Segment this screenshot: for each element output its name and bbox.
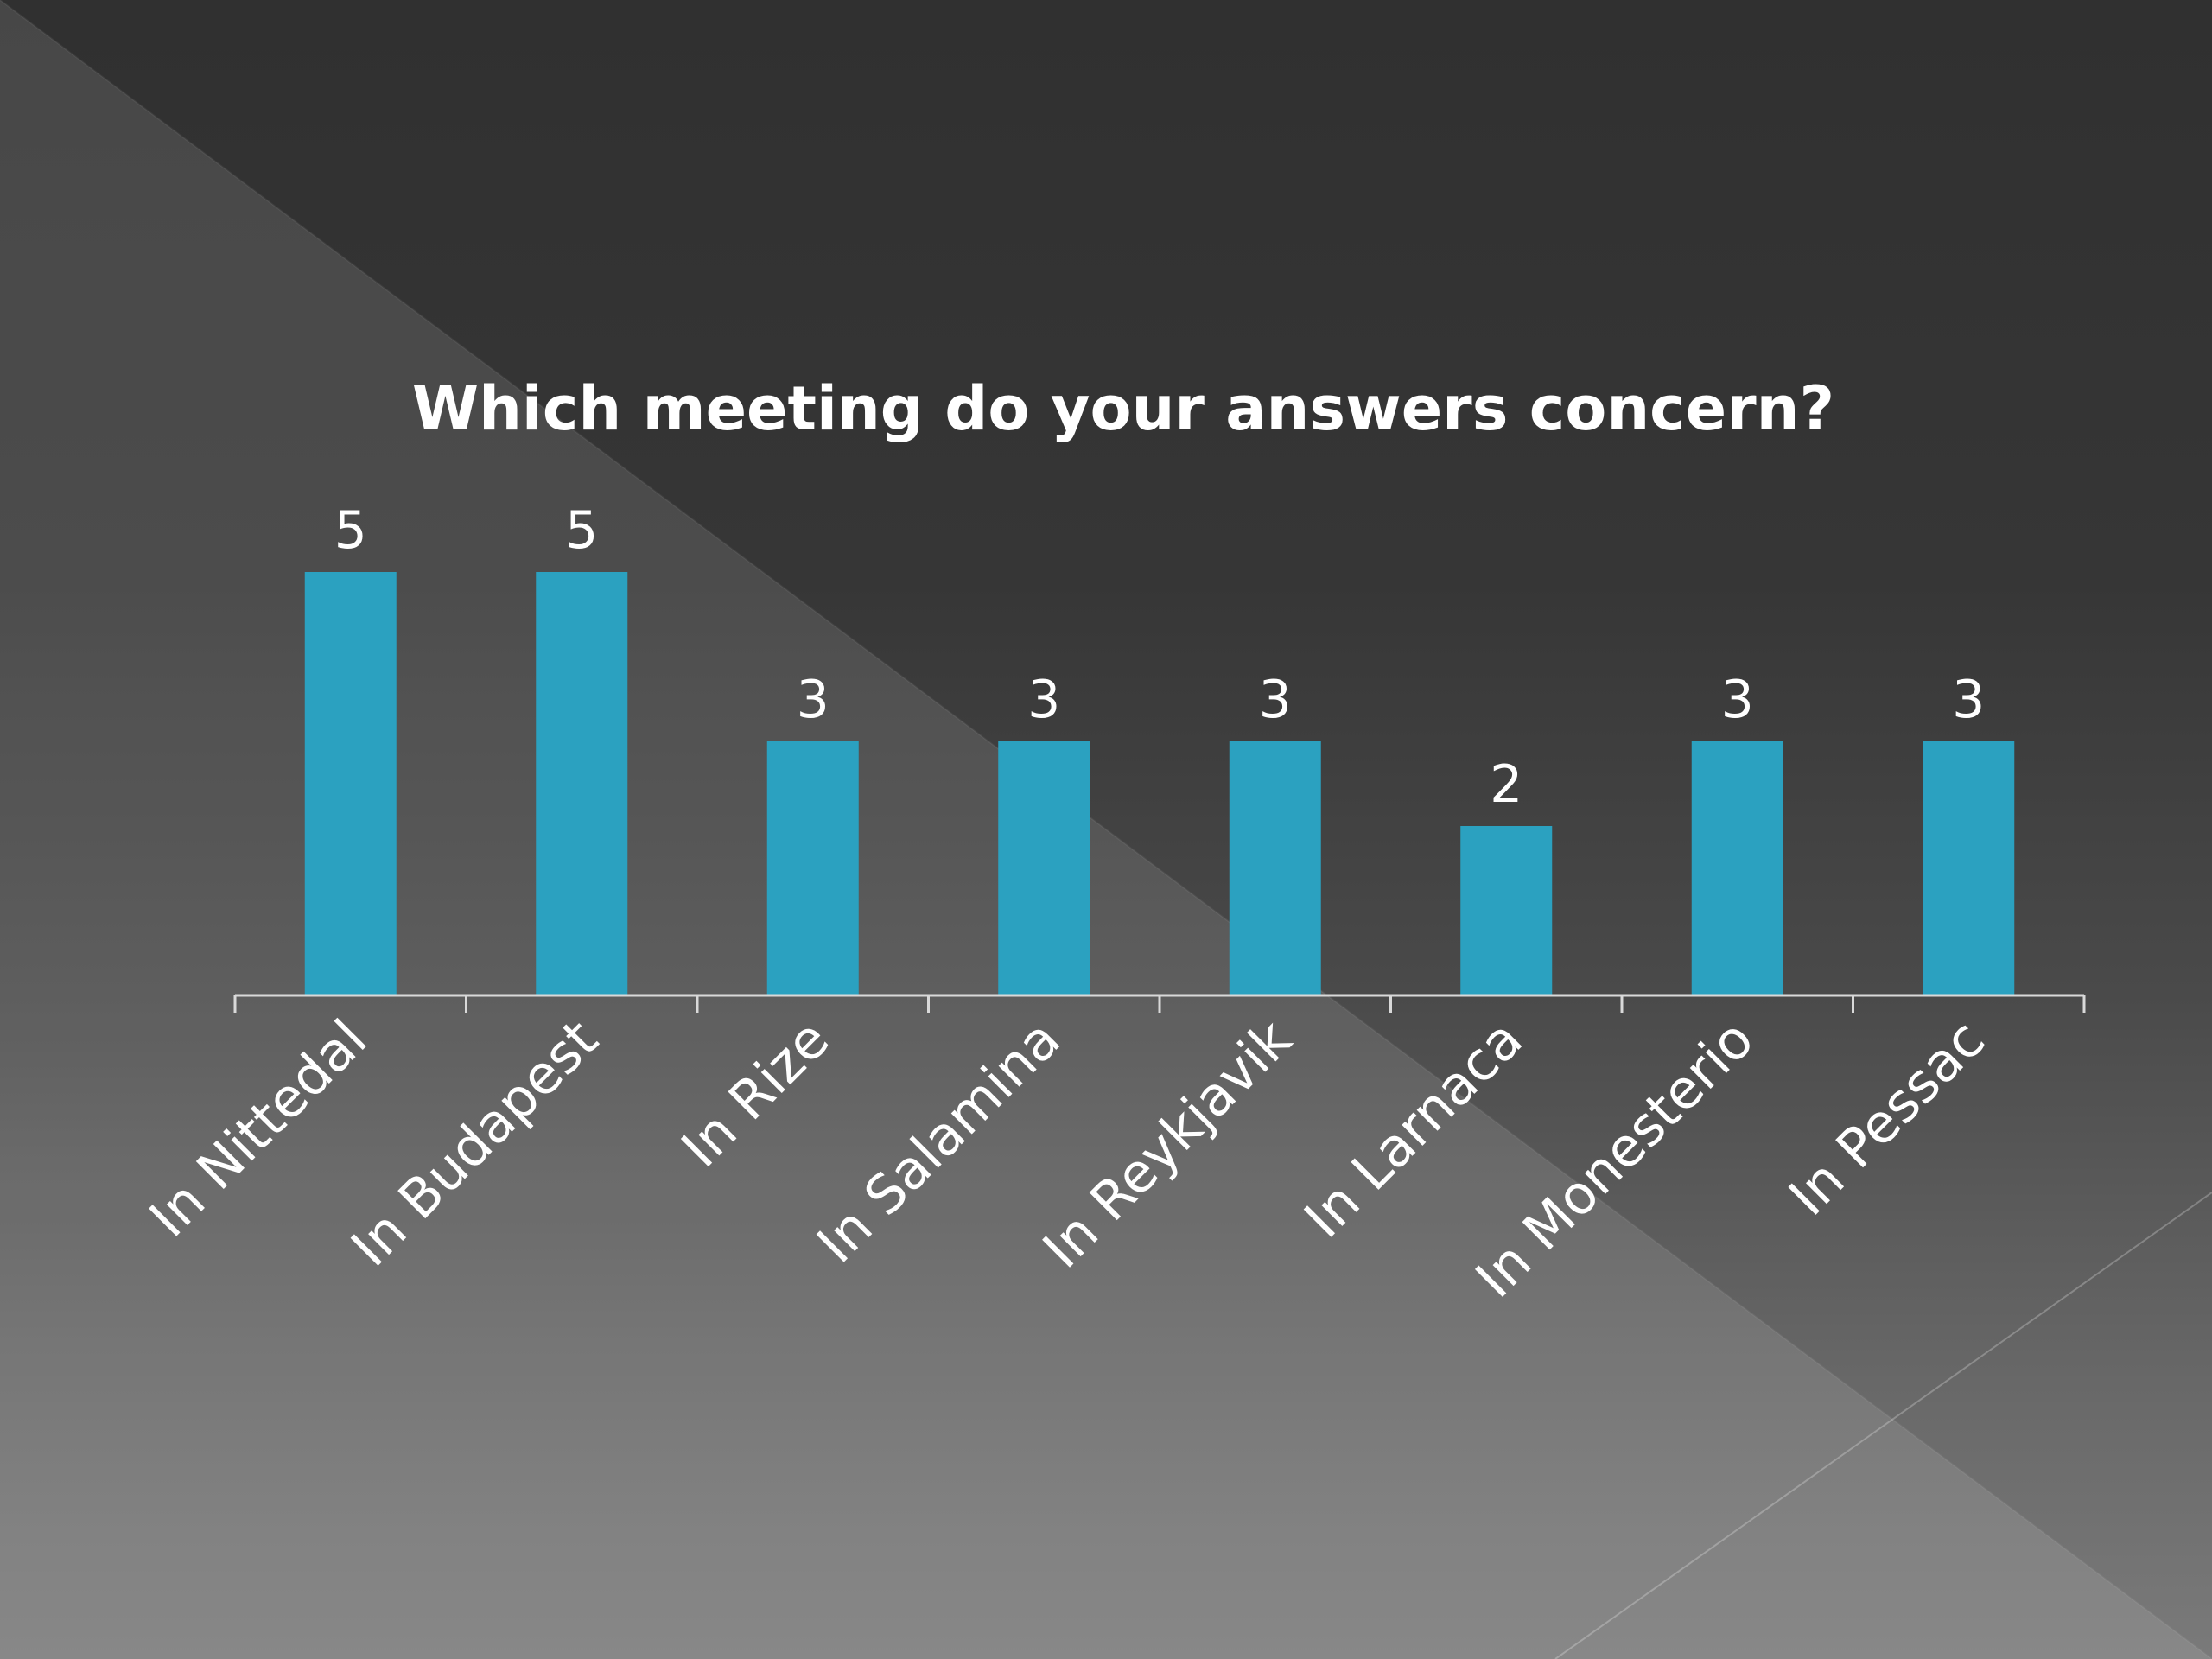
data-label: 3 [1259,670,1292,730]
bar [1229,741,1321,995]
bar [1691,741,1783,995]
bar [536,572,628,995]
data-label: 3 [1027,670,1060,730]
bar [766,741,859,995]
x-tick-label: In Nittedal [137,1007,378,1249]
x-tick-label: In Budapest [339,1007,610,1279]
bars [304,572,2015,995]
bar [998,741,1090,995]
data-label: 5 [565,500,598,561]
bar [304,572,397,995]
x-tick-label: In Rize [669,1007,841,1179]
x-tick-label: In Reykjavik [1031,1007,1304,1281]
data-label: 3 [1721,670,1754,730]
x-tick-label: In Pessac [1777,1007,1997,1228]
data-labels: 5 5 3 3 3 2 3 3 [334,500,1986,815]
x-axis [233,994,2086,1013]
data-label: 5 [334,500,367,561]
bar [1460,826,1553,995]
data-label: 2 [1490,754,1522,815]
x-tick-label: In Larnaca [1292,1007,1534,1249]
bar [1923,741,2015,995]
chart-title: Which meeting do your answers concern? [412,373,1834,444]
data-label: 3 [1952,670,1985,730]
data-label: 3 [797,670,830,730]
